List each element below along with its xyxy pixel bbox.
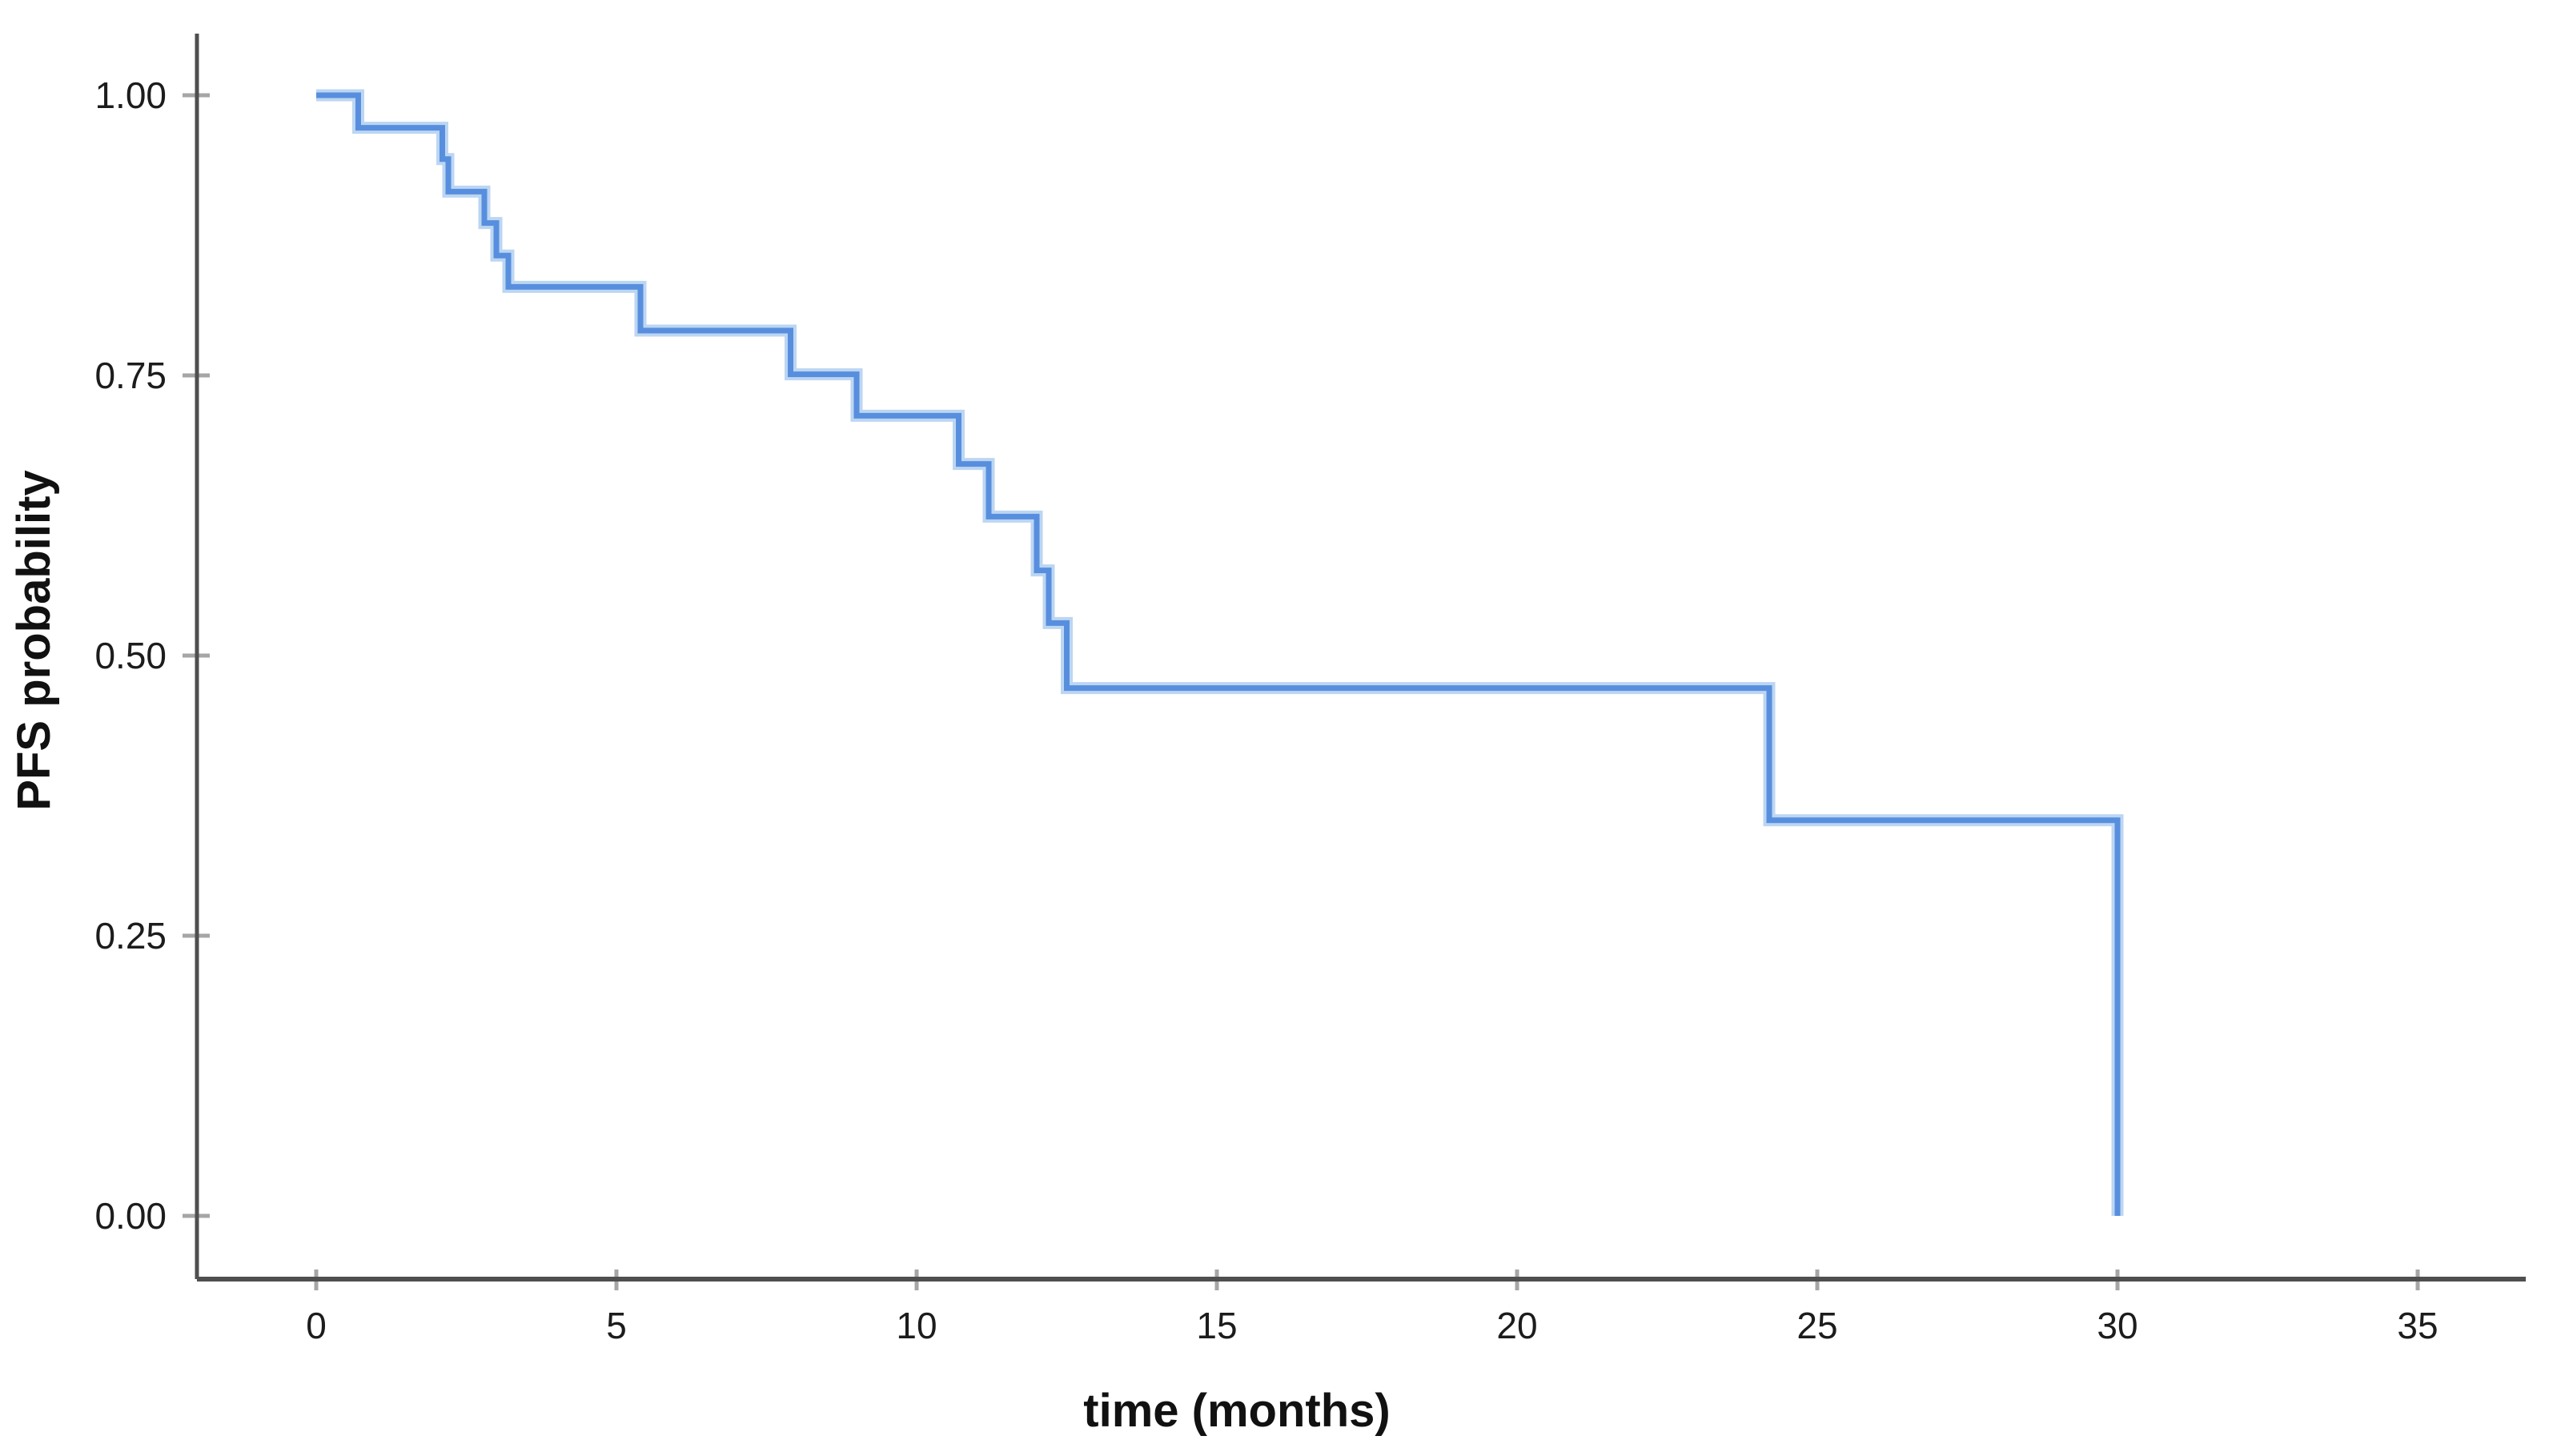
x-tick-label: 20 xyxy=(1496,1305,1537,1346)
x-tick-label: 0 xyxy=(306,1305,327,1346)
y-tick-label: 0.75 xyxy=(94,355,167,396)
y-tick-label: 0.50 xyxy=(94,635,167,676)
x-tick-label: 10 xyxy=(896,1305,937,1346)
axis-ticks-group: 1.00 0.75 0.50 0.25 0.00 0 5 10 15 20 25 30 35 xyxy=(94,74,2438,1346)
x-tick-label: 35 xyxy=(2397,1305,2438,1346)
km-curve-group xyxy=(316,89,2124,1216)
km-curve-halo xyxy=(316,89,2124,1216)
y-tick-label: 0.00 xyxy=(94,1195,167,1237)
x-tick-label: 30 xyxy=(2097,1305,2138,1346)
y-tick-label: 1.00 xyxy=(94,74,167,116)
x-axis-title: time (months) xyxy=(1083,1385,1390,1437)
y-tick-label: 0.25 xyxy=(94,915,167,957)
x-tick-label: 25 xyxy=(1796,1305,1837,1346)
x-tick-label: 15 xyxy=(1196,1305,1237,1346)
axis-lines-group xyxy=(195,34,2526,1282)
y-axis-title: PFS probability xyxy=(8,470,60,810)
km-curve xyxy=(316,92,2121,1216)
x-tick-label: 5 xyxy=(606,1305,627,1346)
